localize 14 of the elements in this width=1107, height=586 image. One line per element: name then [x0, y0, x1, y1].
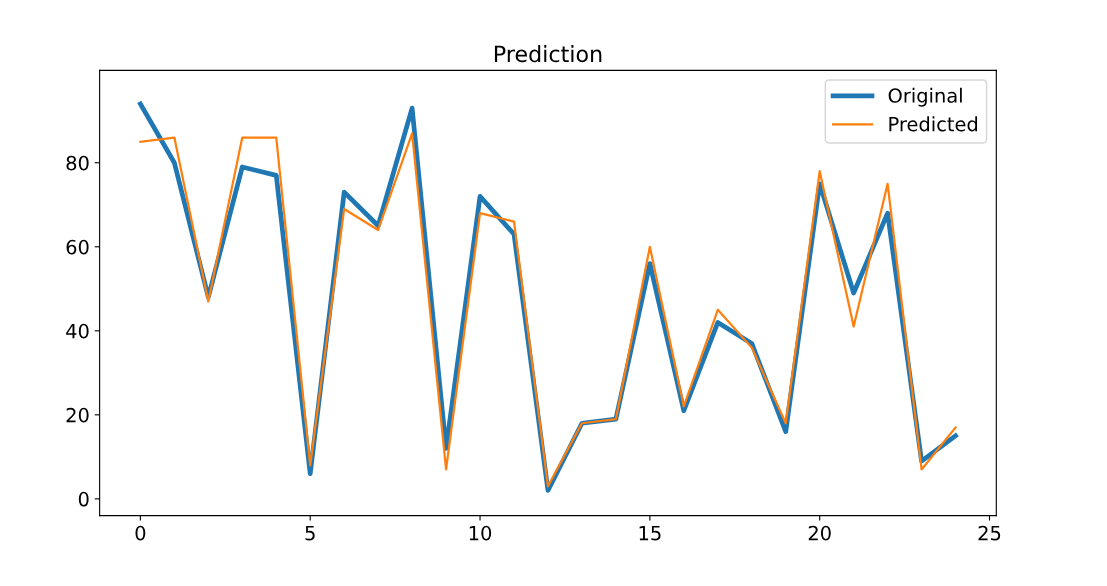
x-tick-label: 15: [639, 526, 661, 541]
chart-title: Prediction: [494, 45, 602, 63]
legend-label: Original: [888, 87, 962, 107]
y-tick-label: 80: [66, 155, 89, 171]
x-tick-label: 0: [135, 525, 146, 541]
x-tick-label: 20: [808, 525, 831, 541]
y-tick-label: 0: [78, 491, 89, 507]
y-tick-label: 60: [66, 239, 89, 255]
y-tick-label: 20: [66, 407, 89, 423]
x-tick-label: 5: [305, 526, 315, 541]
legend-label: Predicted: [889, 116, 978, 132]
y-tick-label: 40: [66, 323, 89, 339]
x-tick-label: 10: [469, 525, 492, 541]
x-tick-label: 25: [978, 525, 1001, 541]
